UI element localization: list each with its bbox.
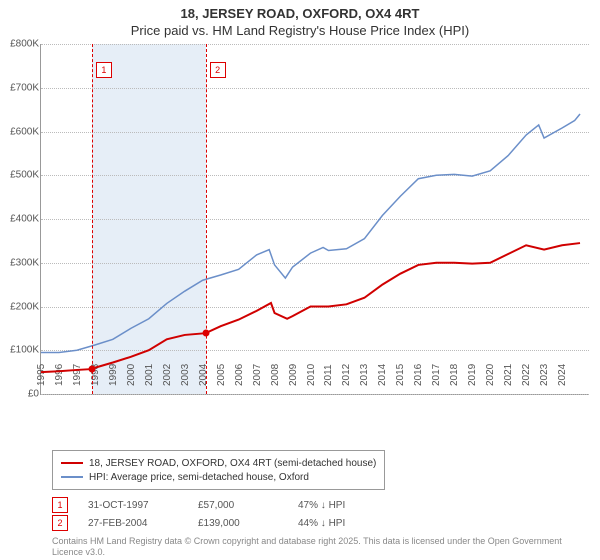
footer-row: 2 27-FEB-2004 £139,000 44% ↓ HPI — [52, 514, 582, 532]
gridline — [41, 394, 589, 395]
marker-box: 2 — [210, 62, 226, 78]
footer-price: £139,000 — [198, 518, 278, 529]
y-axis-label: £600K — [0, 126, 39, 137]
footer-block: 1 31-OCT-1997 £57,000 47% ↓ HPI 2 27-FEB… — [52, 496, 582, 558]
y-axis-label: £500K — [0, 170, 39, 181]
legend-item: 18, JERSEY ROAD, OXFORD, OX4 4RT (semi-d… — [61, 456, 376, 470]
chart-title-line2: Price paid vs. HM Land Registry's House … — [0, 23, 600, 38]
series-line-hpi — [41, 114, 580, 352]
y-axis-label: £400K — [0, 214, 39, 225]
chart-title-line1: 18, JERSEY ROAD, OXFORD, OX4 4RT — [0, 6, 600, 21]
marker-dot — [88, 366, 95, 373]
marker-box: 1 — [96, 62, 112, 78]
legend-label: HPI: Average price, semi-detached house,… — [89, 472, 309, 483]
marker-vline — [92, 44, 93, 394]
y-axis-label: £700K — [0, 82, 39, 93]
y-axis-label: £800K — [0, 39, 39, 50]
footer-date: 31-OCT-1997 — [88, 500, 178, 511]
legend-label: 18, JERSEY ROAD, OXFORD, OX4 4RT (semi-d… — [89, 458, 376, 469]
series-line-price_paid — [41, 243, 580, 372]
title-block: 18, JERSEY ROAD, OXFORD, OX4 4RT Price p… — [0, 0, 600, 38]
y-axis-label: £0 — [0, 389, 39, 400]
y-axis-label: £300K — [0, 257, 39, 268]
y-axis-label: £100K — [0, 345, 39, 356]
legend-box: 18, JERSEY ROAD, OXFORD, OX4 4RT (semi-d… — [52, 450, 385, 490]
chart-container: 18, JERSEY ROAD, OXFORD, OX4 4RT Price p… — [0, 0, 600, 389]
footer-delta: 44% ↓ HPI — [298, 518, 345, 529]
plot-area: £0£100K£200K£300K£400K£500K£600K£700K£80… — [40, 44, 589, 395]
marker-dot — [202, 330, 209, 337]
footer-marker-icon: 2 — [52, 515, 68, 531]
marker-vline — [206, 44, 207, 394]
copyright-text: Contains HM Land Registry data © Crown c… — [52, 536, 582, 558]
footer-price: £57,000 — [198, 500, 278, 511]
footer-row: 1 31-OCT-1997 £57,000 47% ↓ HPI — [52, 496, 582, 514]
legend-swatch — [61, 476, 83, 478]
line-series-svg — [41, 44, 589, 394]
footer-marker-icon: 1 — [52, 497, 68, 513]
legend-item: HPI: Average price, semi-detached house,… — [61, 470, 376, 484]
footer-date: 27-FEB-2004 — [88, 518, 178, 529]
footer-delta: 47% ↓ HPI — [298, 500, 345, 511]
y-axis-label: £200K — [0, 301, 39, 312]
legend-swatch — [61, 462, 83, 464]
